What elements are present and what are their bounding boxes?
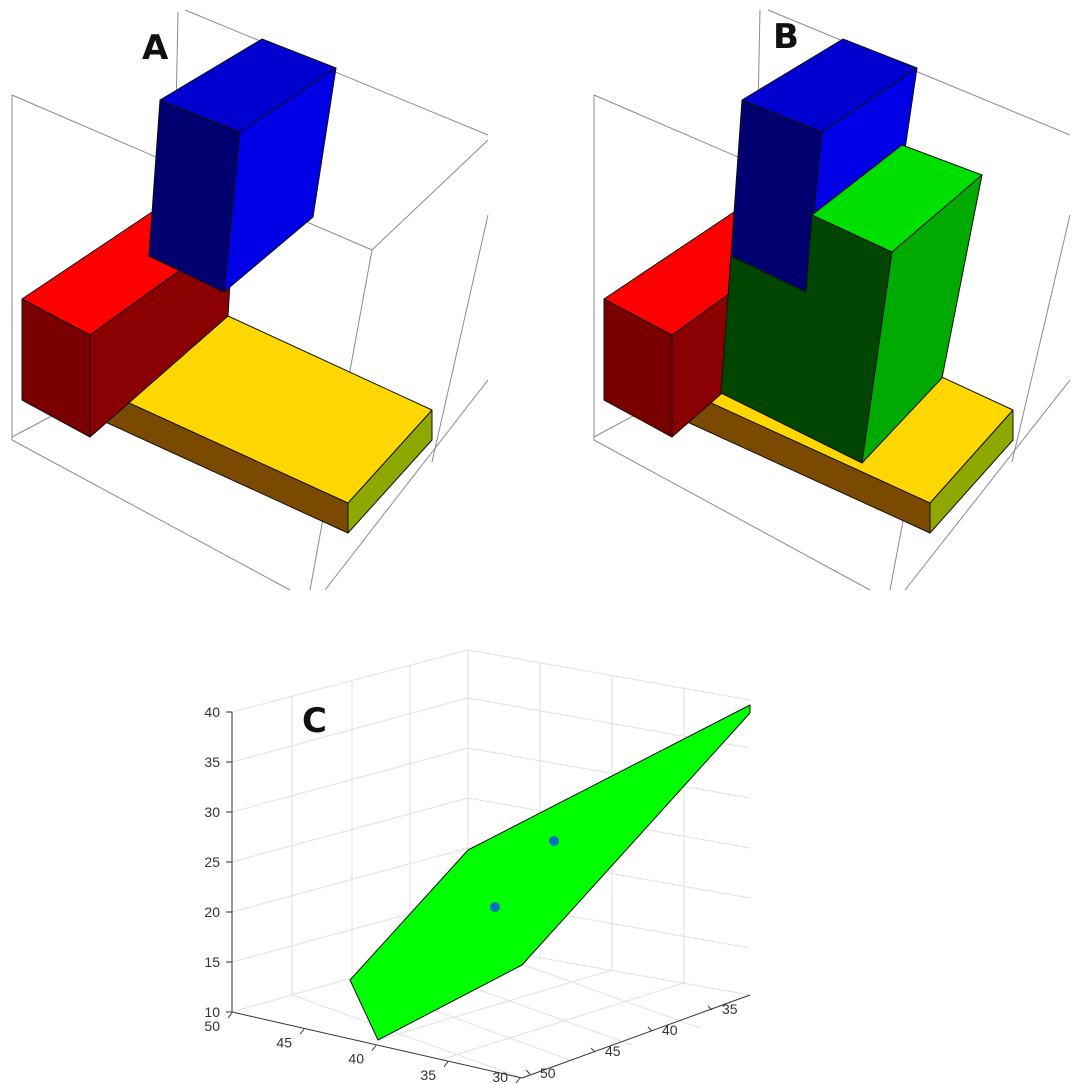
left-axis-tick-mark [515,1077,521,1084]
z-axis-tick-labels: 10 15 20 25 30 35 40 [204,704,232,1020]
right-axis-tick-mark [525,1069,531,1075]
panel-a-label: A [142,28,169,68]
left-floor-axis-line [231,1011,523,1079]
data-point [549,836,559,846]
panel-a-blue-top [159,38,337,133]
z-axis-ticks: 10 15 20 25 30 35 40 [204,704,232,1020]
left-axis-tick-label: 50 [204,1018,220,1034]
right-axis-tick-mark [647,1026,653,1032]
right-axis-tick-mark [707,1005,713,1011]
left-axis-ticks: 50 45 40 35 30 [204,1012,521,1084]
left-axis-tick-label: 35 [420,1067,436,1083]
z-tick-label: 20 [204,904,220,920]
panel-b-green-block [720,144,983,464]
left-axis-tick-labels: 50 45 40 35 30 [204,1012,521,1084]
right-axis-tick-label: 50 [540,1065,556,1081]
panel-b-label: B [773,17,799,57]
panel-a: A [11,9,489,591]
right-floor-axis-line [521,994,751,1079]
left-axis-tick-label: 45 [276,1034,292,1050]
panel-c-green-plane [349,704,751,1041]
panel-b: B [593,9,1071,591]
right-axis-tick-label: 40 [662,1022,678,1038]
z-tick-label: 30 [204,804,220,820]
left-axis-tick-label: 40 [348,1051,364,1067]
right-axis-ticks: 50 45 40 35 [525,1001,738,1081]
left-axis-tick-mark [299,1028,305,1035]
z-tick-label: 25 [204,854,220,870]
panel-a-blue-block [148,38,337,293]
left-axis-tick-mark [371,1045,377,1051]
panel-c: 10 15 20 25 30 35 40 50 45 40 35 30 50 45 40 35 C [204,649,751,1084]
panel-a-yellow-block [89,315,433,534]
left-axis-tick-mark [227,1012,233,1019]
right-axis-tick-labels: 50 45 40 35 [525,1001,738,1081]
z-tick-label: 15 [204,954,220,970]
left-axis-tick-label: 30 [492,1069,508,1084]
right-axis-tick-label: 45 [605,1043,621,1059]
data-point [490,902,500,912]
left-axis-tick-mark [443,1061,449,1068]
panel-b-green-top [811,144,983,253]
right-axis-tick-label: 35 [722,1001,738,1017]
panel-c-label: C [302,701,327,741]
z-tick-label: 40 [204,704,220,720]
panel-b-blue-top [741,38,918,133]
panel-c-data-points [490,836,559,912]
z-tick-label: 10 [204,1004,220,1020]
right-axis-tick-mark [590,1047,596,1053]
z-tick-label: 35 [204,754,220,770]
